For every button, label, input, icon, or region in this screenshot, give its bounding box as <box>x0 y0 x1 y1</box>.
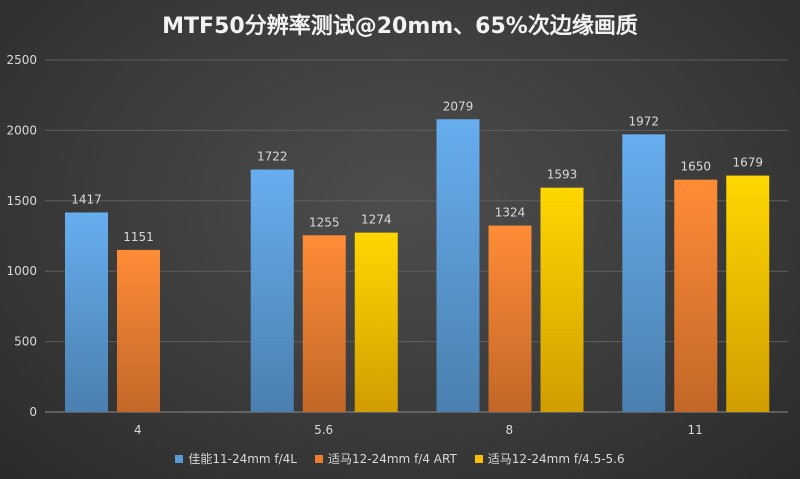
bar <box>65 212 108 412</box>
bar <box>540 187 584 412</box>
data-label: 2079 <box>443 99 474 113</box>
data-label: 1722 <box>257 150 288 164</box>
bar <box>726 175 770 412</box>
legend-label: 佳能11-24mm f/4L <box>188 452 297 466</box>
bar <box>622 134 666 412</box>
bar <box>488 225 532 412</box>
bar <box>250 169 294 412</box>
bar <box>302 235 346 412</box>
y-tick-label: 1000 <box>6 264 37 278</box>
data-label: 1593 <box>547 168 578 182</box>
legend-swatch <box>175 454 184 463</box>
data-label: 1274 <box>361 213 392 227</box>
legend-label: 适马12-24mm f/4.5-5.6 <box>487 452 625 466</box>
data-label: 1679 <box>732 156 763 170</box>
legend-item: 适马12-24mm f/4.5-5.6 <box>474 450 625 467</box>
chart-legend: 佳能11-24mm f/4L 适马12-24mm f/4 ART 适马12-24mm… <box>0 450 800 467</box>
x-tick-label: 4 <box>134 423 142 437</box>
bar <box>674 179 718 412</box>
bar <box>436 119 480 413</box>
x-tick-label: 11 <box>687 423 702 437</box>
y-tick-label: 500 <box>14 335 37 349</box>
legend-item: 佳能11-24mm f/4L <box>175 450 297 467</box>
legend-swatch <box>474 454 483 463</box>
data-label: 1650 <box>680 160 711 174</box>
x-tick-label: 5.6 <box>314 423 333 437</box>
y-tick-label: 2500 <box>6 53 37 67</box>
y-tick-label: 2000 <box>6 123 37 137</box>
data-label: 1255 <box>309 215 340 229</box>
legend-label: 适马12-24mm f/4 ART <box>328 452 457 466</box>
data-label: 1972 <box>628 114 659 128</box>
legend-swatch <box>315 454 323 463</box>
y-tick-label: 0 <box>29 405 37 419</box>
x-tick-label: 8 <box>506 423 514 437</box>
data-label: 1417 <box>71 192 102 206</box>
chart-title: MTF50分辨率测试@20mm、65%次边缘画质 <box>162 14 638 39</box>
data-label: 1324 <box>495 206 526 220</box>
bar <box>354 232 398 412</box>
data-label: 1151 <box>123 230 154 244</box>
bar <box>117 249 160 412</box>
y-tick-label: 1500 <box>6 194 37 208</box>
legend-item: 适马12-24mm f/4 ART <box>315 450 457 467</box>
